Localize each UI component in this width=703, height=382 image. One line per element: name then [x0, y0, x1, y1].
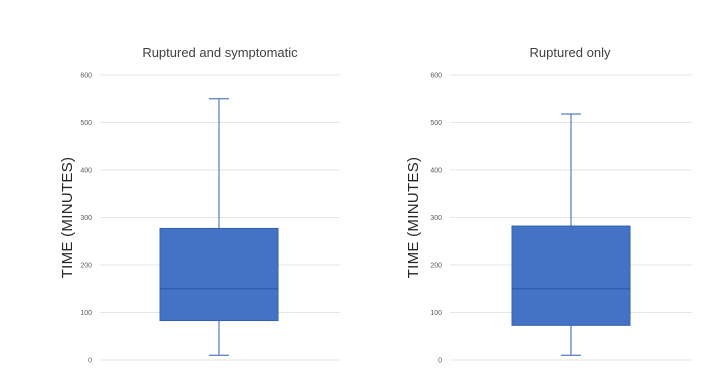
- y-axis-label: TIME (MINUTES): [59, 157, 76, 279]
- y-tick-label: 300: [80, 215, 92, 222]
- y-tick-label: 300: [430, 215, 442, 222]
- y-tick-label: 100: [80, 310, 92, 317]
- y-tick-label: 100: [430, 310, 442, 317]
- y-tick-label: 500: [80, 120, 92, 127]
- y-tick-label: 600: [80, 73, 92, 80]
- chart-ruptured-only: 0 100 200 300 400 500 600 Ruptured only TIME (MI…: [405, 45, 692, 365]
- chart-title: Ruptured and symptomatic: [142, 45, 298, 60]
- y-axis-label: TIME (MINUTES): [405, 157, 422, 279]
- y-tick-label: 0: [88, 358, 92, 365]
- chart-ruptured-and-symptomatic: 0 100 200 300 400 500 600 Ruptured and symptoma…: [59, 45, 340, 365]
- y-tick-label: 500: [430, 120, 442, 127]
- chart-title: Ruptured only: [530, 45, 611, 60]
- y-tick-label: 400: [80, 168, 92, 175]
- y-tick-label: 200: [430, 263, 442, 270]
- y-tick-label: 600: [430, 73, 442, 80]
- y-tick-label: 200: [80, 263, 92, 270]
- box-iqr: [159, 227, 279, 322]
- box-iqr: [511, 225, 631, 326]
- y-tick-label: 400: [430, 168, 442, 175]
- y-tick-label: 0: [438, 358, 442, 365]
